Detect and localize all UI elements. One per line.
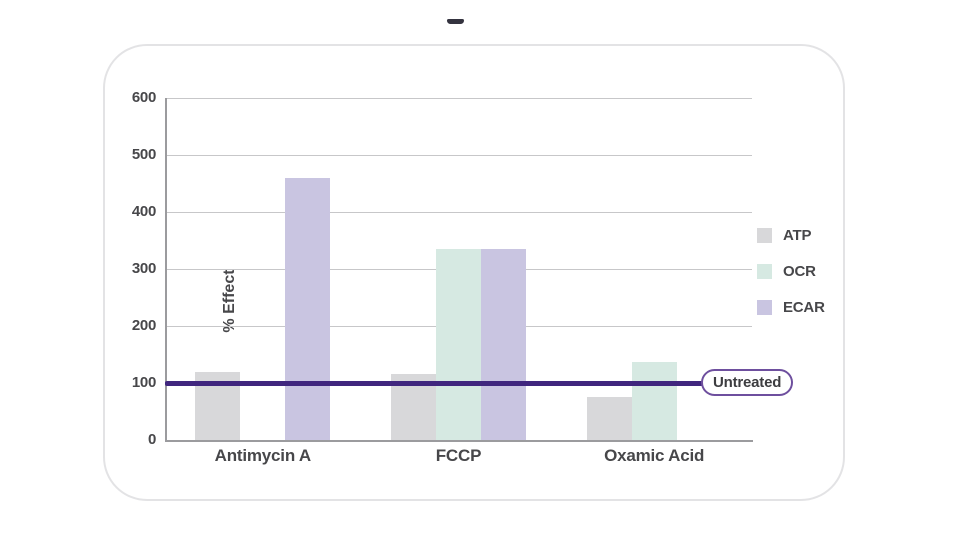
legend: ATP OCR ECAR (757, 228, 825, 315)
minimize-dash-icon (447, 19, 464, 24)
y-tick-label-300: 300 (131, 260, 156, 277)
untreated-pill-label: Untreated (713, 374, 782, 391)
legend-swatch-ocr-icon (757, 264, 772, 279)
y-tick-label-100: 100 (131, 374, 156, 391)
x-axis-line (165, 440, 753, 442)
y-tick-label-0: 0 (147, 431, 156, 448)
bar-atp-oxamic-acid (586, 397, 632, 440)
untreated-pill: Untreated (701, 369, 794, 396)
legend-item-ecar: ECAR (757, 300, 825, 315)
legend-label-ocr: OCR (783, 263, 816, 280)
y-tick-label-500: 500 (131, 146, 156, 163)
bar-ecar-antimycin-a (285, 177, 331, 440)
legend-item-atp: ATP (757, 228, 825, 243)
bar-ocr-fccp (436, 249, 481, 440)
bar-ecar-fccp (481, 249, 526, 440)
y-axis-line (165, 98, 167, 441)
legend-swatch-atp-icon (757, 228, 772, 243)
legend-swatch-ecar-icon (757, 300, 772, 315)
bar-ocr-oxamic-acid (631, 361, 677, 440)
y-tick-label-200: 200 (131, 317, 156, 334)
gridline-500 (165, 155, 752, 156)
x-label-oxamic-acid: Oxamic Acid (604, 446, 705, 465)
legend-label-atp: ATP (783, 227, 812, 244)
y-tick-label-400: 400 (131, 203, 156, 220)
gridline-600 (165, 98, 752, 99)
y-tick-label-600: 600 (131, 89, 156, 106)
x-label-fccp: FCCP (435, 446, 482, 465)
legend-item-ocr: OCR (757, 264, 825, 279)
legend-label-ecar: ECAR (783, 299, 825, 316)
plot-area (165, 98, 752, 440)
untreated-reference-line (165, 380, 704, 386)
x-label-antimycin-a: Antimycin A (214, 446, 312, 465)
gridline-400 (165, 212, 752, 213)
